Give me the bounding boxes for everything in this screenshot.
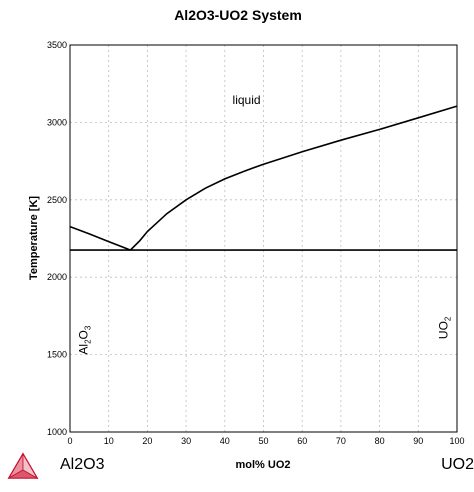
corner-label-left: Al2O3 — [60, 456, 105, 473]
thermo-calc-logo-icon — [7, 452, 39, 480]
y-tick-label: 1500 — [47, 350, 67, 360]
y-tick-label: 1000 — [47, 427, 67, 437]
phase-boundary-line — [129, 105, 458, 251]
x-tick-label: 100 — [449, 436, 464, 446]
y-tick-label: 2000 — [47, 272, 67, 282]
phase-boundaries — [69, 105, 458, 251]
y-tick-label: 2500 — [47, 195, 67, 205]
plot-frame — [69, 44, 458, 433]
corner-label-right: UO2 — [441, 456, 474, 473]
region-label-liquid: liquid — [233, 93, 261, 107]
y-tick-label: 3000 — [47, 117, 67, 127]
x-tick-label: 20 — [142, 436, 152, 446]
x-tick-label: 70 — [336, 436, 346, 446]
x-tick-label: 30 — [181, 436, 191, 446]
chart-title: Al2O3-UO2 System — [174, 7, 302, 23]
phase-boundary-line — [69, 225, 131, 251]
component-label-al2o3: Al2O3 — [76, 325, 92, 354]
x-tick-label: 10 — [104, 436, 114, 446]
y-tick-label: 3500 — [47, 40, 67, 50]
x-tick-label: 40 — [220, 436, 230, 446]
x-axis-label: mol% UO2 — [235, 459, 290, 471]
annotations: liquid Al2O3 UO2 — [76, 93, 452, 355]
x-tick-label: 60 — [297, 436, 307, 446]
x-tick-label: 80 — [375, 436, 385, 446]
x-tick-label: 0 — [67, 436, 72, 446]
x-tick-label: 50 — [258, 436, 268, 446]
y-axis-label: Temperature [K] — [28, 196, 40, 280]
grid — [70, 45, 457, 432]
x-tick-label: 90 — [413, 436, 423, 446]
component-label-uo2: UO2 — [436, 316, 452, 339]
tick-labels: 0 10 20 30 40 50 60 70 80 90 100 1000 1500 2000 2500 30… — [47, 40, 465, 446]
